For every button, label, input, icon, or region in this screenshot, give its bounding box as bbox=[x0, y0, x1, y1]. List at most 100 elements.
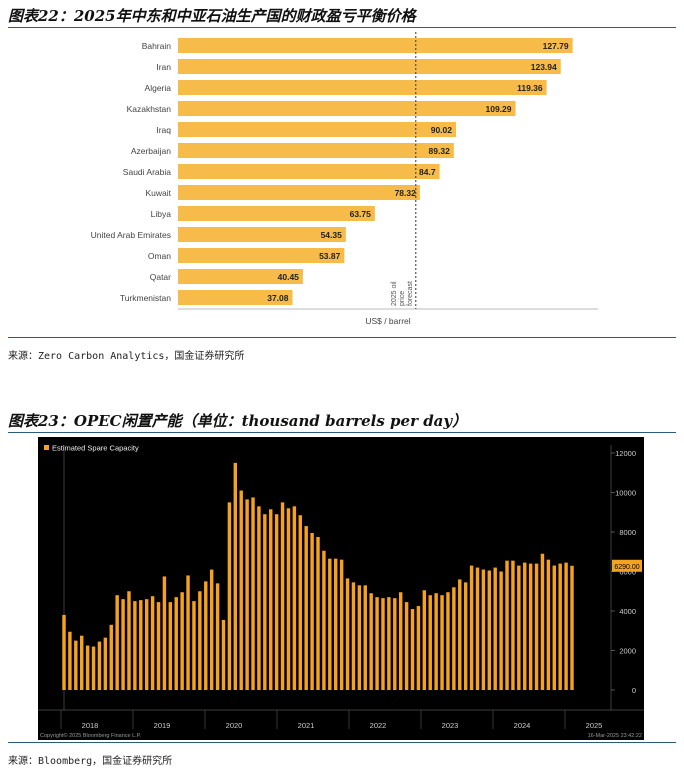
value-label-8: 63.75 bbox=[350, 209, 372, 219]
year-label-0: 2018 bbox=[82, 721, 99, 730]
spare-bar-7 bbox=[103, 637, 108, 690]
spare-bar-2 bbox=[74, 640, 78, 690]
legend-label: Estimated Spare Capacity bbox=[52, 444, 139, 453]
spare-bar-8 bbox=[109, 624, 113, 690]
year-label-6: 2024 bbox=[514, 721, 531, 730]
spare-bar-58 bbox=[404, 602, 409, 690]
bar-12 bbox=[178, 290, 293, 305]
category-label-10: Oman bbox=[148, 251, 171, 261]
spare-bar-57 bbox=[398, 592, 403, 690]
spare-bar-63 bbox=[434, 593, 438, 690]
spare-bar-9 bbox=[115, 595, 119, 690]
bar-9 bbox=[178, 227, 346, 242]
spare-bar-51 bbox=[363, 585, 367, 690]
copyright-text: Copyright© 2025 Bloomberg Finance L.P. bbox=[40, 732, 142, 739]
bar-11 bbox=[178, 269, 303, 284]
forecast-label-line-1: price bbox=[399, 291, 406, 306]
year-label-1: 2019 bbox=[154, 721, 171, 730]
spare-bar-82 bbox=[546, 559, 551, 690]
spare-bar-14 bbox=[144, 599, 149, 690]
category-label-0: Bahrain bbox=[142, 41, 172, 51]
category-label-4: Iraq bbox=[156, 125, 171, 135]
spare-bar-61 bbox=[422, 590, 427, 690]
category-label-7: Kuwait bbox=[145, 188, 171, 198]
spare-bar-24 bbox=[204, 581, 208, 690]
spare-bar-83 bbox=[552, 565, 556, 690]
value-label-7: 78.32 bbox=[395, 188, 417, 198]
spare-bar-29 bbox=[233, 462, 238, 690]
value-label-12: 37.08 bbox=[267, 293, 289, 303]
bar-3 bbox=[178, 101, 516, 116]
spare-bar-0 bbox=[62, 614, 66, 690]
spare-bar-79 bbox=[528, 563, 533, 690]
spare-bar-80 bbox=[534, 563, 539, 690]
figure-22-source: 来源：Zero Carbon Analytics，国金证券研究所 bbox=[8, 351, 245, 362]
spare-bar-1 bbox=[68, 631, 72, 690]
value-label-0: 127.79 bbox=[543, 41, 569, 51]
spare-bar-13 bbox=[139, 600, 143, 690]
last-value-tag bbox=[612, 559, 642, 572]
breakeven-bar-chart: Bahrain 127.79 Iran 123.94 Algeria 119.36 Kaza… bbox=[91, 32, 598, 326]
spare-bar-60 bbox=[416, 606, 421, 690]
spare-bar-71 bbox=[481, 569, 486, 690]
figure-22-top-rule bbox=[8, 27, 676, 28]
spare-bar-59 bbox=[410, 609, 415, 690]
spare-bar-52 bbox=[369, 593, 373, 690]
timestamp-text: 16-Mar-2025 23:42:22 bbox=[588, 733, 642, 739]
spare-bar-34 bbox=[263, 514, 267, 690]
value-label-1: 123.94 bbox=[531, 62, 557, 72]
value-label-5: 89.32 bbox=[429, 146, 451, 156]
spare-bar-19 bbox=[174, 597, 178, 690]
spare-bar-50 bbox=[357, 585, 362, 690]
spare-bar-55 bbox=[387, 597, 391, 690]
figure-23-title: 图表23：OPEC闲置产能（单位：thousand barrels per da… bbox=[8, 412, 468, 430]
spare-capacity-chart: 0 2000 4000 6000 8000 10000 12000 6290.00 Estima… bbox=[38, 437, 644, 740]
spare-bar-17 bbox=[162, 576, 167, 690]
bar-1 bbox=[178, 59, 561, 74]
y-tick-label-6: 12000 bbox=[615, 449, 636, 458]
bar-8 bbox=[178, 206, 375, 221]
spare-bar-15 bbox=[150, 596, 155, 690]
y-tick-label-4: 8000 bbox=[619, 528, 636, 537]
spare-bar-5 bbox=[91, 646, 96, 690]
spare-bar-3 bbox=[80, 635, 84, 690]
spare-bar-72 bbox=[487, 570, 492, 690]
bar-4 bbox=[178, 122, 457, 137]
spare-bar-64 bbox=[440, 595, 444, 690]
spare-bar-30 bbox=[239, 490, 243, 690]
figure-22-bottom-rule bbox=[8, 337, 676, 338]
y-tick-label-0: 0 bbox=[632, 686, 636, 695]
figure-23-source: 来源：Bloomberg，国金证券研究所 bbox=[8, 756, 173, 767]
spare-bar-25 bbox=[209, 569, 214, 690]
spare-bar-33 bbox=[257, 506, 261, 690]
value-label-3: 109.29 bbox=[486, 104, 512, 114]
category-label-5: Azerbaijan bbox=[131, 146, 171, 156]
spare-bar-78 bbox=[523, 562, 527, 690]
value-label-9: 54.35 bbox=[321, 230, 343, 240]
spare-bar-66 bbox=[452, 587, 456, 690]
value-label-10: 53.87 bbox=[319, 251, 341, 261]
spare-bar-74 bbox=[499, 571, 503, 690]
figure-22-title: 图表22：2025年中东和中亚石油生产国的财政盈亏平衡价格 bbox=[8, 7, 416, 25]
spare-bar-67 bbox=[458, 579, 462, 690]
spare-bar-86 bbox=[570, 565, 574, 690]
spare-bar-81 bbox=[540, 553, 545, 690]
spare-bar-6 bbox=[97, 641, 102, 690]
year-label-4: 2022 bbox=[370, 721, 387, 730]
spare-bar-49 bbox=[351, 582, 356, 690]
forecast-label-line-2: forecast bbox=[407, 281, 414, 306]
spare-bar-70 bbox=[475, 567, 480, 690]
spare-bar-75 bbox=[505, 560, 509, 690]
spare-bar-38 bbox=[286, 508, 291, 690]
spare-bar-39 bbox=[292, 506, 297, 690]
forecast-label: 2025 oil price forecast bbox=[391, 281, 414, 306]
spare-bar-48 bbox=[345, 578, 350, 690]
spare-bar-12 bbox=[133, 601, 137, 690]
category-label-6: Saudi Arabia bbox=[123, 167, 171, 177]
value-label-2: 119.36 bbox=[517, 83, 543, 93]
spare-bar-16 bbox=[156, 602, 161, 690]
spare-bar-21 bbox=[186, 575, 190, 690]
spare-bar-62 bbox=[428, 595, 432, 690]
value-label-6: 84.7 bbox=[419, 167, 436, 177]
spare-bar-69 bbox=[469, 565, 474, 690]
